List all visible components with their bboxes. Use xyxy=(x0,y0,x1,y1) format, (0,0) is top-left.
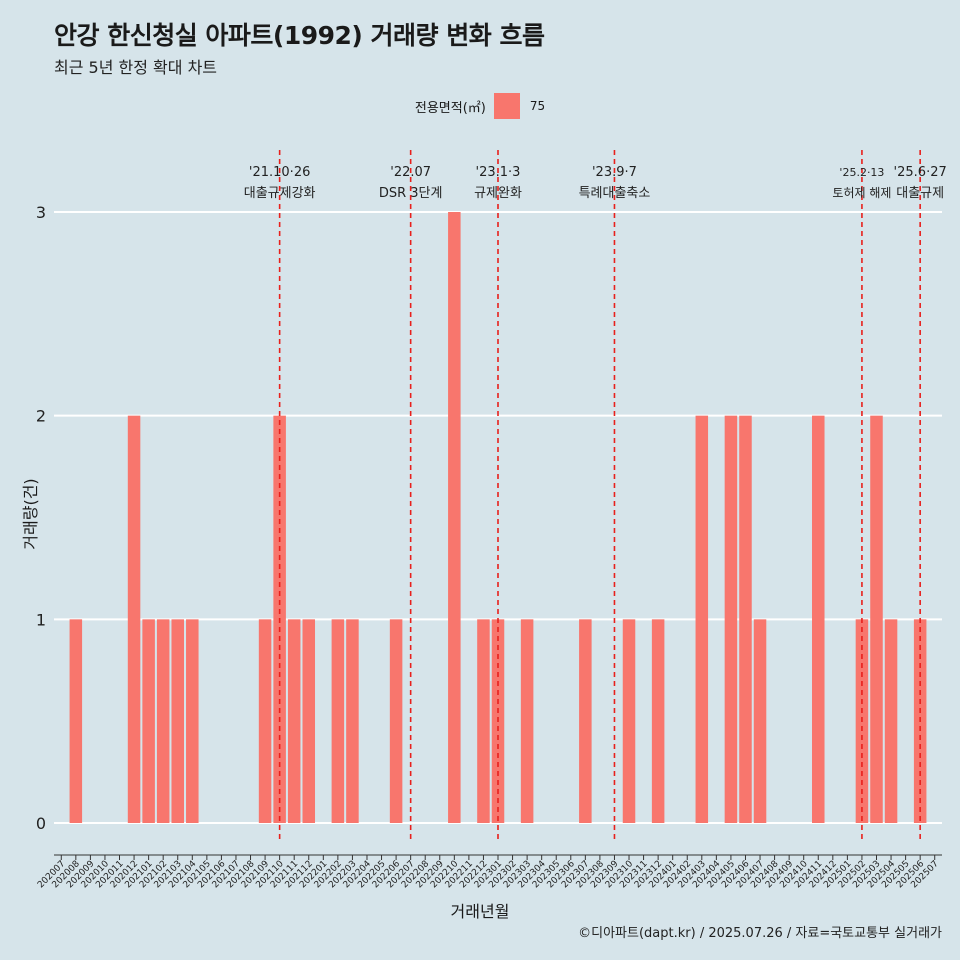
bar xyxy=(622,619,636,823)
y-axis-label: 거래량(건) xyxy=(21,478,40,550)
bar xyxy=(69,619,83,823)
bar xyxy=(753,619,767,823)
bar xyxy=(389,619,403,823)
event-label: 토허제 해제 xyxy=(832,186,891,200)
event-date-label: '23.9·7 xyxy=(592,165,637,180)
y-tick-label: 1 xyxy=(36,610,46,629)
bar xyxy=(156,619,170,823)
bar xyxy=(142,619,155,823)
chart-subtitle: 최근 5년 한정 확대 차트 xyxy=(54,58,218,77)
event-label: 대출규제 xyxy=(896,186,944,201)
bar xyxy=(171,619,184,823)
event-date-label: '22.07 xyxy=(390,165,431,180)
legend-label: 75 xyxy=(529,99,546,113)
event-label: 특례대출축소 xyxy=(579,186,651,201)
bar xyxy=(302,619,316,823)
event-label: 대출규제강화 xyxy=(244,186,316,201)
bar xyxy=(287,619,301,823)
bar xyxy=(331,619,345,823)
bar xyxy=(884,619,898,823)
y-tick-label: 2 xyxy=(36,407,46,426)
bar xyxy=(812,415,825,823)
legend: 전용면적(㎡) 75 xyxy=(0,93,960,119)
event-date-label: '21.10·26 xyxy=(249,165,310,180)
event-date-label: '25.2·13 xyxy=(839,166,884,179)
bar xyxy=(258,619,272,823)
source-caption: ©디아파트(dapt.kr) / 2025.07.26 / 자료=국토교통부 실… xyxy=(578,926,942,941)
bar xyxy=(520,619,534,823)
event-label: DSR 3단계 xyxy=(379,186,443,201)
legend-title: 전용면적(㎡) xyxy=(414,100,486,116)
bar xyxy=(870,415,883,823)
bar xyxy=(651,619,665,823)
event-date-label: '23.1·3 xyxy=(476,165,521,180)
bar xyxy=(346,619,359,823)
bar xyxy=(695,415,709,823)
bar xyxy=(186,619,199,823)
bar xyxy=(448,212,461,823)
event-label: 규제완화 xyxy=(474,186,522,201)
bar xyxy=(127,415,141,823)
chart-title: 안강 한신청실 아파트(1992) 거래량 변화 흐름 xyxy=(54,21,545,50)
bar xyxy=(724,415,738,823)
bar xyxy=(579,619,592,823)
y-tick-label: 3 xyxy=(36,203,46,222)
event-date-label: '25.6·27 xyxy=(894,165,947,180)
bar xyxy=(739,415,752,823)
y-tick-label: 0 xyxy=(36,814,46,833)
x-axis-label: 거래년월 xyxy=(450,902,510,921)
bar xyxy=(477,619,490,823)
legend-key xyxy=(493,93,520,119)
